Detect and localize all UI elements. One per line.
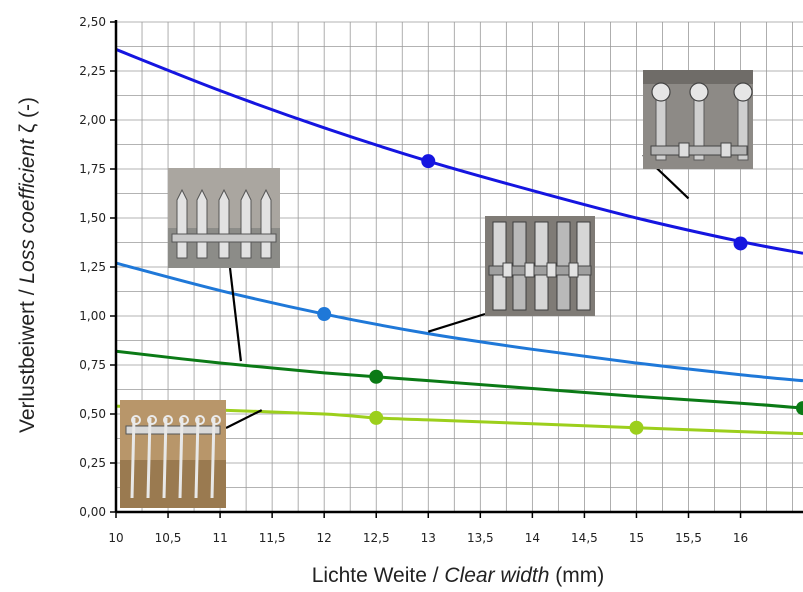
photo-rake-rect-bars [485,216,595,316]
series-layer [115,48,803,436]
x-tick-label: 16 [733,531,748,545]
x-tick-label: 11 [212,531,227,545]
y-tick-label: 0,75 [79,358,106,372]
y-tick-label: 1,00 [79,309,106,323]
x-tick-label: 12 [317,531,332,545]
y-tick-label: 1,75 [79,162,106,176]
x-tick-label: 10 [108,531,123,545]
x-tick-label: 14,5 [571,531,598,545]
y-tick-label: 0,00 [79,505,106,519]
data-point-series-1 [733,236,748,251]
y-axis-title-unit: ζ (-) [16,97,39,139]
y-tick-label: 2,25 [79,64,106,78]
data-point-series-1 [421,154,436,169]
series-line-1 [115,48,803,255]
data-point-series-3 [369,369,384,384]
x-tick-label: 14 [525,531,540,545]
x-tick-label: 13 [421,531,436,545]
x-axis-title-main: Lichte Weite / [312,564,445,587]
x-tick-label: 12,5 [363,531,390,545]
y-tick-label: 2,00 [79,113,106,127]
y-tick-label: 1,25 [79,260,106,274]
data-point-series-4 [629,420,644,435]
x-tick-label: 11,5 [259,531,286,545]
photo-rake-rounded-bars [643,70,753,169]
series-line-3 [115,349,803,410]
series-line-2 [115,261,803,383]
data-point-series-4 [369,410,384,425]
y-tick-label: 2,50 [79,15,106,29]
x-tick-label: 10,5 [155,531,182,545]
tick-labels: 0,00 0,25 0,50 0,75 1,00 1,25 1,50 1,75 2,00 2,25… [79,15,748,545]
data-point-series-2 [317,307,332,322]
y-tick-label: 0,25 [79,456,106,470]
x-tick-label: 13,5 [467,531,494,545]
data-point-series-3 [796,401,803,416]
photo-rake-pointed-bars-leader [228,267,243,362]
photos [120,70,753,508]
y-axis-title: Verlustbeiwert / Loss coefficient ζ (-) [16,97,39,433]
x-tick-label: 15 [629,531,644,545]
photo-rake-thin-bars [120,400,226,508]
x-axis-title: Lichte Weite / Clear width (mm) [312,564,605,587]
photo-rake-pointed-bars [168,168,280,268]
y-tick-label: 0,50 [79,407,106,421]
photo-rake-thin-bars-leader [225,409,263,429]
axes [110,20,803,518]
x-axis-title-unit: (mm) [549,564,604,587]
x-axis-title-italic: Clear width [444,564,549,587]
y-axis-title-italic: Loss coefficient [16,138,39,284]
series-line-4 [115,404,803,436]
photo-rake-rect-bars-leader [427,312,486,333]
x-tick-label: 15,5 [675,531,702,545]
y-axis-title-main: Verlustbeiwert / [16,284,39,433]
y-tick-label: 1,50 [79,211,106,225]
